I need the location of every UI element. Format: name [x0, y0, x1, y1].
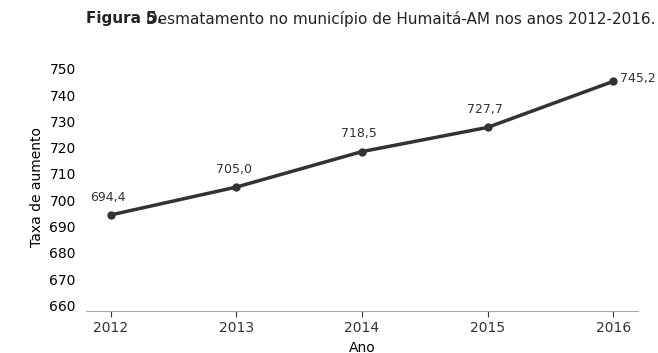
Text: 718,5: 718,5 — [342, 127, 377, 140]
Text: 694,4: 694,4 — [90, 191, 126, 204]
Text: 705,0: 705,0 — [216, 163, 251, 176]
Text: Figura 5.: Figura 5. — [86, 11, 162, 25]
Y-axis label: Taxa de aumento: Taxa de aumento — [30, 127, 44, 247]
Text: 727,7: 727,7 — [467, 103, 503, 116]
Text: Desmatamento no município de Humaitá-AM nos anos 2012-2016.: Desmatamento no município de Humaitá-AM … — [141, 11, 656, 26]
Text: 745,2: 745,2 — [620, 72, 656, 85]
X-axis label: Ano: Ano — [349, 341, 375, 353]
